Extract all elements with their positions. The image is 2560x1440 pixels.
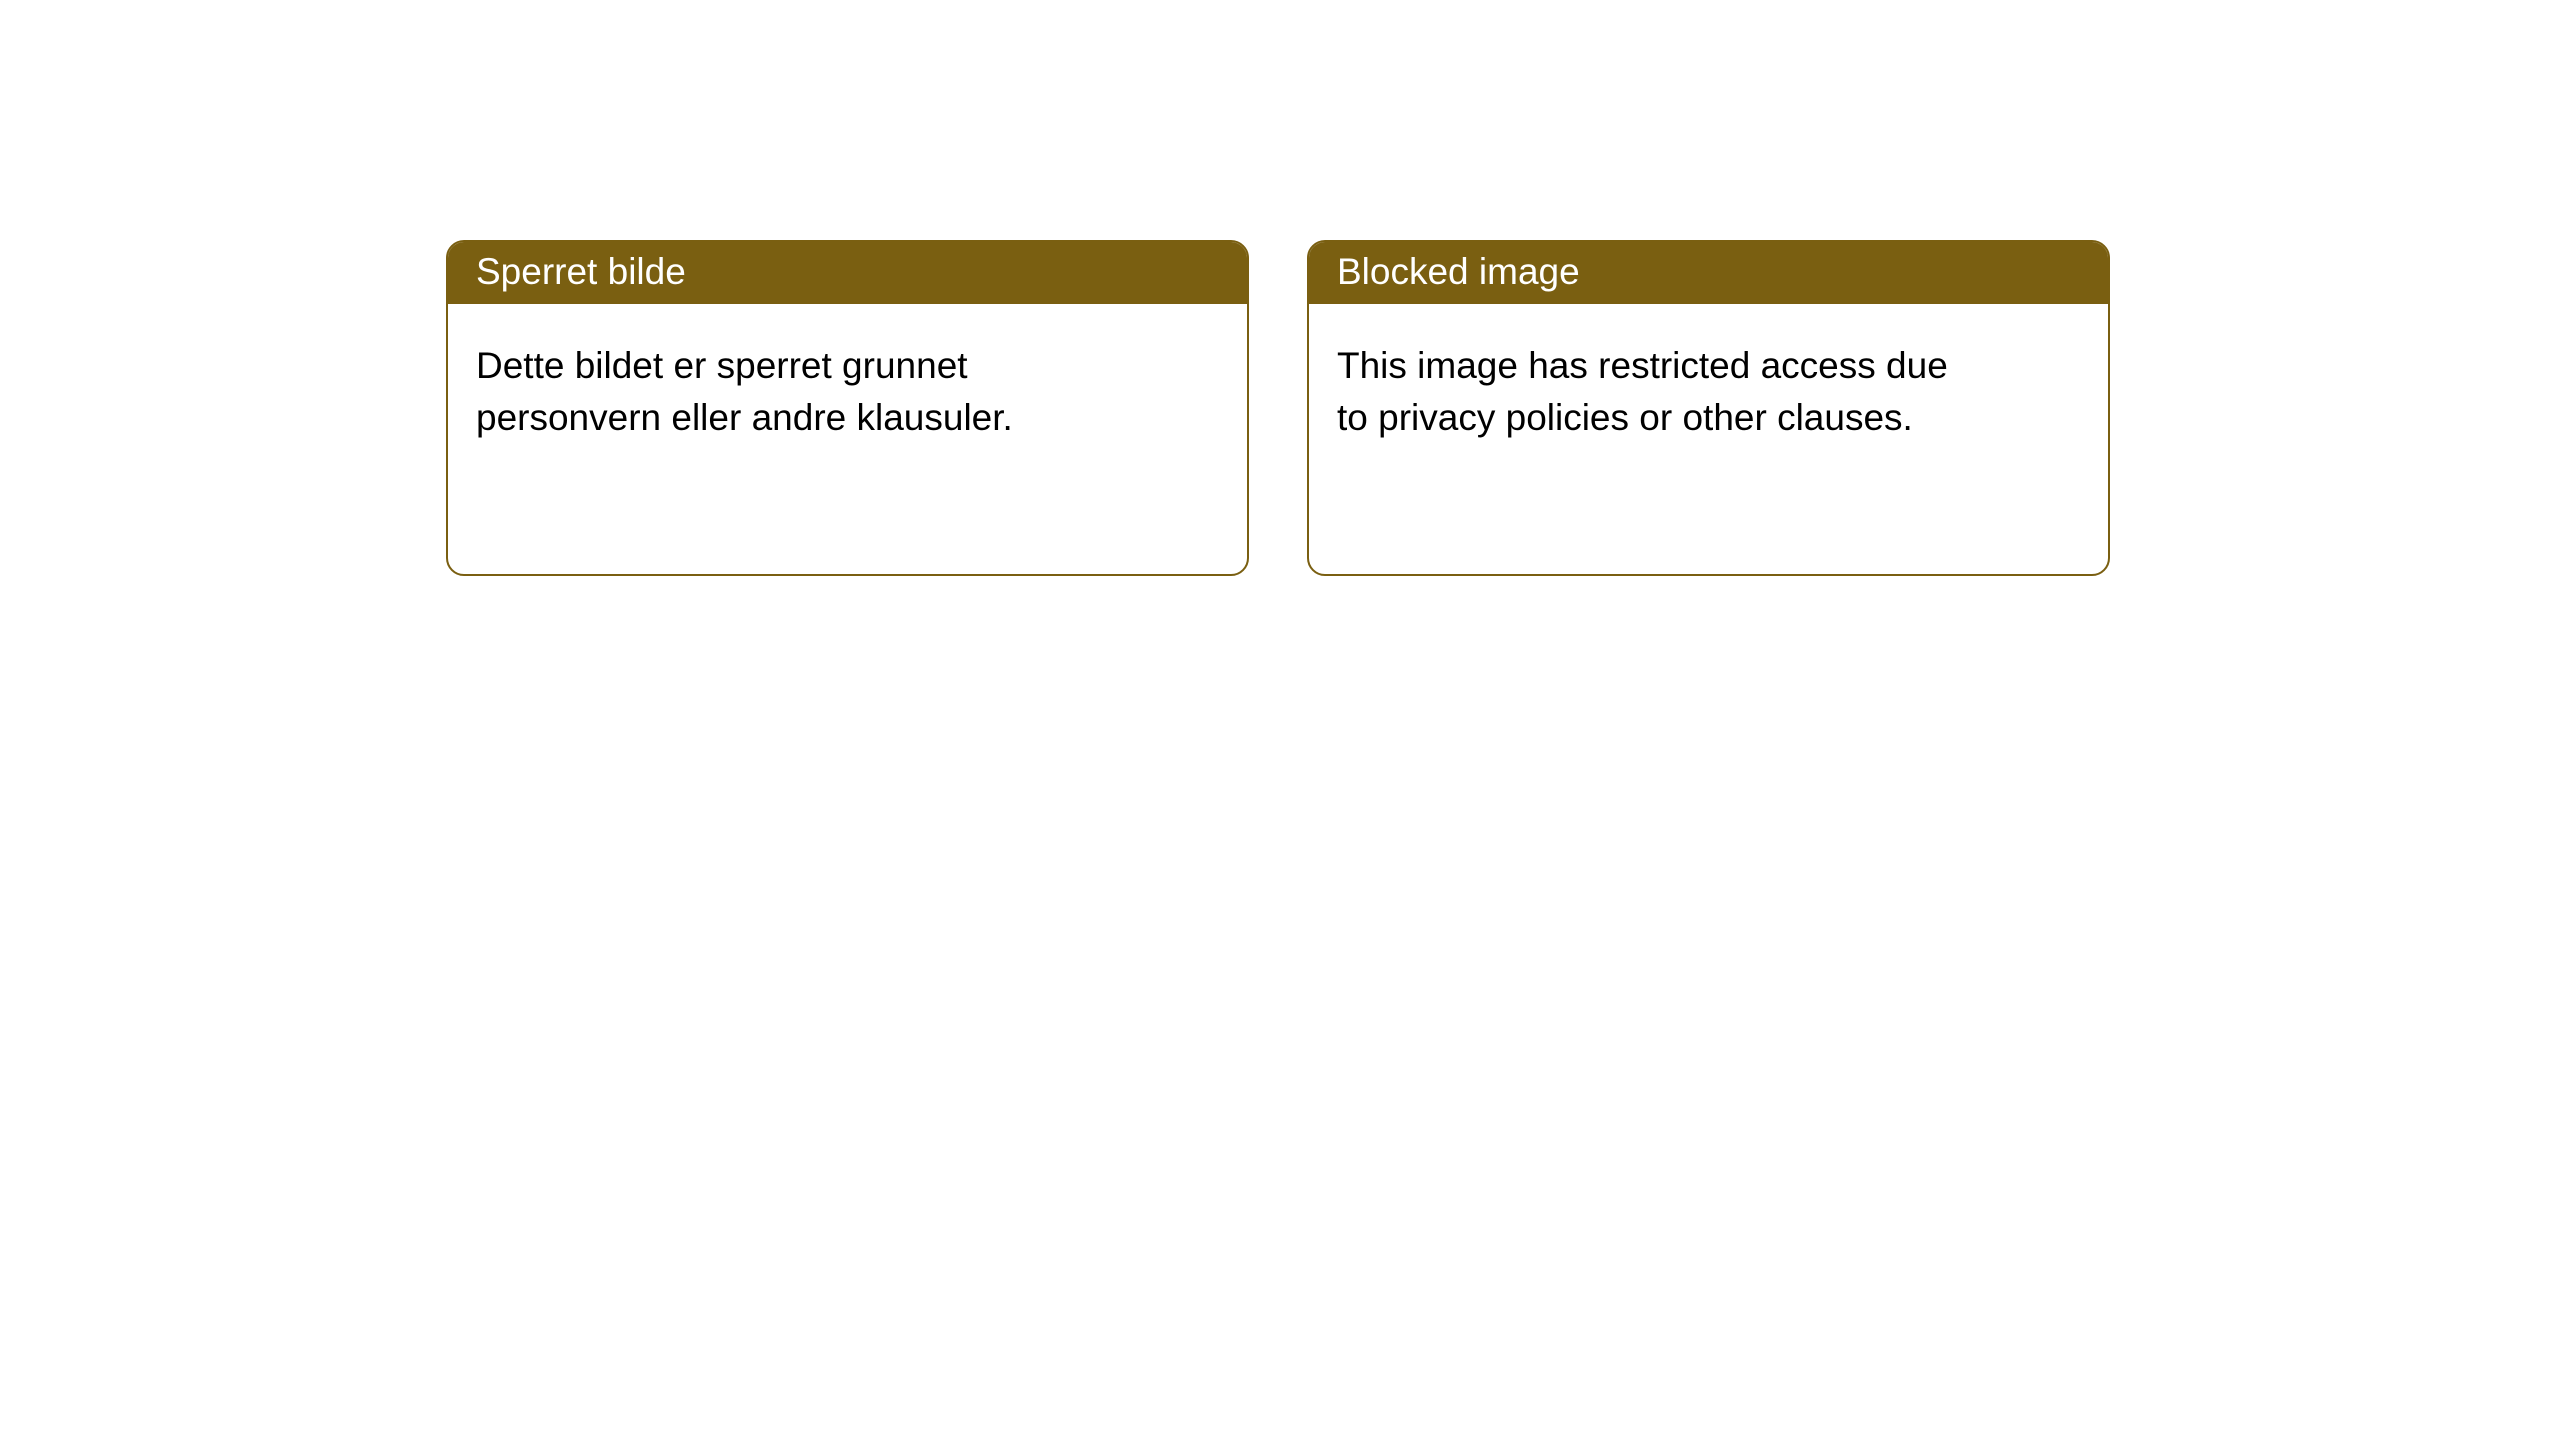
notice-container: Sperret bilde Dette bildet er sperret gr…	[0, 0, 2560, 576]
notice-card-english: Blocked image This image has restricted …	[1307, 240, 2110, 576]
notice-card-norwegian: Sperret bilde Dette bildet er sperret gr…	[446, 240, 1249, 576]
notice-body-norwegian: Dette bildet er sperret grunnet personve…	[448, 304, 1148, 480]
notice-title-norwegian: Sperret bilde	[448, 242, 1247, 304]
notice-title-english: Blocked image	[1309, 242, 2108, 304]
notice-body-english: This image has restricted access due to …	[1309, 304, 2009, 480]
